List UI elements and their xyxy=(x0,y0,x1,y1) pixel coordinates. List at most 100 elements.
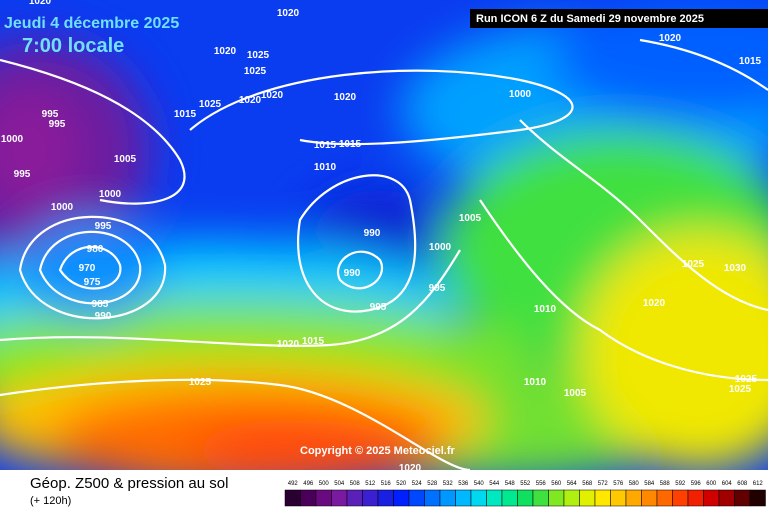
legend-swatch xyxy=(532,489,549,507)
isobar-label: 1015 xyxy=(339,139,362,150)
copyright: Copyright © 2025 Meteociel.fr xyxy=(300,445,456,457)
legend-label: 556 xyxy=(536,481,547,487)
isobar-label: 995 xyxy=(95,221,112,232)
legend-swatch xyxy=(470,489,487,507)
legend-swatch xyxy=(718,489,735,507)
legend-swatch xyxy=(362,489,379,507)
legend-swatch xyxy=(393,489,410,507)
legend-swatch xyxy=(408,489,425,507)
legend-label: 508 xyxy=(350,481,361,487)
isobar-label: 1005 xyxy=(564,388,587,399)
legend-label: 608 xyxy=(737,481,748,487)
isobar-label: 1025 xyxy=(247,50,270,61)
isobar-label: 1020 xyxy=(399,463,422,474)
legend-label: 596 xyxy=(691,481,702,487)
isobar-label: 1025 xyxy=(682,259,705,270)
legend-label: 600 xyxy=(706,481,717,487)
isobar-label: 1020 xyxy=(659,33,682,44)
legend-label: 548 xyxy=(505,481,516,487)
isobar-label: 995 xyxy=(42,109,59,120)
legend-swatch xyxy=(625,489,642,507)
isobar-label: 1020 xyxy=(261,90,284,101)
legend-label: 576 xyxy=(613,481,624,487)
time-label: 7:00 locale xyxy=(22,35,124,57)
legend-label: 528 xyxy=(427,481,438,487)
legend-label: 492 xyxy=(288,481,299,487)
legend-label: 604 xyxy=(722,481,733,487)
legend-swatch xyxy=(284,489,301,507)
isobar-label: 1020 xyxy=(29,0,52,7)
legend-label: 504 xyxy=(334,481,345,487)
run-box xyxy=(470,9,768,28)
legend: 492 496 500 504 508 512 516 520 524 528 532 536 540 5… xyxy=(284,481,766,507)
legend-swatch xyxy=(563,489,580,507)
legend-label: 580 xyxy=(629,481,640,487)
isobar-label: 1020 xyxy=(239,95,262,106)
legend-swatch xyxy=(346,489,363,507)
isobar-label: 1025 xyxy=(735,374,758,385)
legend-swatch xyxy=(687,489,704,507)
legend-swatch xyxy=(672,489,689,507)
legend-label: 516 xyxy=(381,481,392,487)
isobar-label: 1015 xyxy=(174,109,197,120)
isobar-label: 1010 xyxy=(534,304,557,315)
legend-swatch xyxy=(486,489,503,507)
legend-swatch xyxy=(641,489,658,507)
isobar-label: 985 xyxy=(92,299,109,310)
legend-label: 564 xyxy=(567,481,578,487)
isobar-label: 1030 xyxy=(724,263,747,274)
caption-lead: (+ 120h) xyxy=(30,495,71,507)
run-label: Run ICON 6 Z du Samedi 29 novembre 2025 xyxy=(476,13,704,25)
legend-label: 500 xyxy=(319,481,330,487)
isobar-label: 990 xyxy=(364,228,381,239)
isobar-label: 1015 xyxy=(314,140,337,151)
isobar-label: 1005 xyxy=(114,154,137,165)
isobar-label: 1020 xyxy=(277,339,300,350)
legend-swatch xyxy=(300,489,317,507)
isobar-label: 1015 xyxy=(302,336,325,347)
legend-label: 560 xyxy=(551,481,562,487)
legend-swatch xyxy=(548,489,565,507)
legend-label: 544 xyxy=(489,481,500,487)
isobar-label: 995 xyxy=(49,119,66,130)
isobars xyxy=(0,38,768,472)
legend-label: 496 xyxy=(303,481,314,487)
isobar-label: 1015 xyxy=(739,56,762,67)
legend-label: 532 xyxy=(443,481,454,487)
isobar-label: 1000 xyxy=(509,89,532,100)
legend-label: 536 xyxy=(458,481,469,487)
isobar-label: 1020 xyxy=(334,92,357,103)
legend-label: 524 xyxy=(412,481,423,487)
isobar-label: 1010 xyxy=(524,377,547,388)
isobar-label: 1025 xyxy=(199,99,222,110)
isobar-label: 1000 xyxy=(1,134,24,145)
legend-swatch xyxy=(331,489,348,507)
isobar-label: 1010 xyxy=(314,162,337,173)
isobar-label: 1000 xyxy=(51,202,74,213)
legend-label: 584 xyxy=(644,481,655,487)
legend-label: 568 xyxy=(582,481,593,487)
legend-swatch xyxy=(315,489,332,507)
legend-swatch xyxy=(749,489,766,507)
date-label: Jeudi 4 décembre 2025 xyxy=(4,15,179,32)
isobar-label: 995 xyxy=(429,283,446,294)
legend-label: 588 xyxy=(660,481,671,487)
legend-swatch xyxy=(579,489,596,507)
legend-swatch xyxy=(439,489,456,507)
legend-swatch xyxy=(377,489,394,507)
legend-swatch xyxy=(610,489,627,507)
isobar-label: 970 xyxy=(79,263,96,274)
legend-swatch xyxy=(656,489,673,507)
legend-swatch xyxy=(517,489,534,507)
isobar-label: 990 xyxy=(95,311,112,322)
legend-label: 552 xyxy=(520,481,531,487)
legend-swatch xyxy=(703,489,720,507)
legend-swatch xyxy=(424,489,441,507)
legend-swatch xyxy=(734,489,751,507)
isobar-label: 1000 xyxy=(429,242,452,253)
isobar-label: 1025 xyxy=(189,377,212,388)
legend-swatch xyxy=(594,489,611,507)
isobar-label: 990 xyxy=(344,268,361,279)
